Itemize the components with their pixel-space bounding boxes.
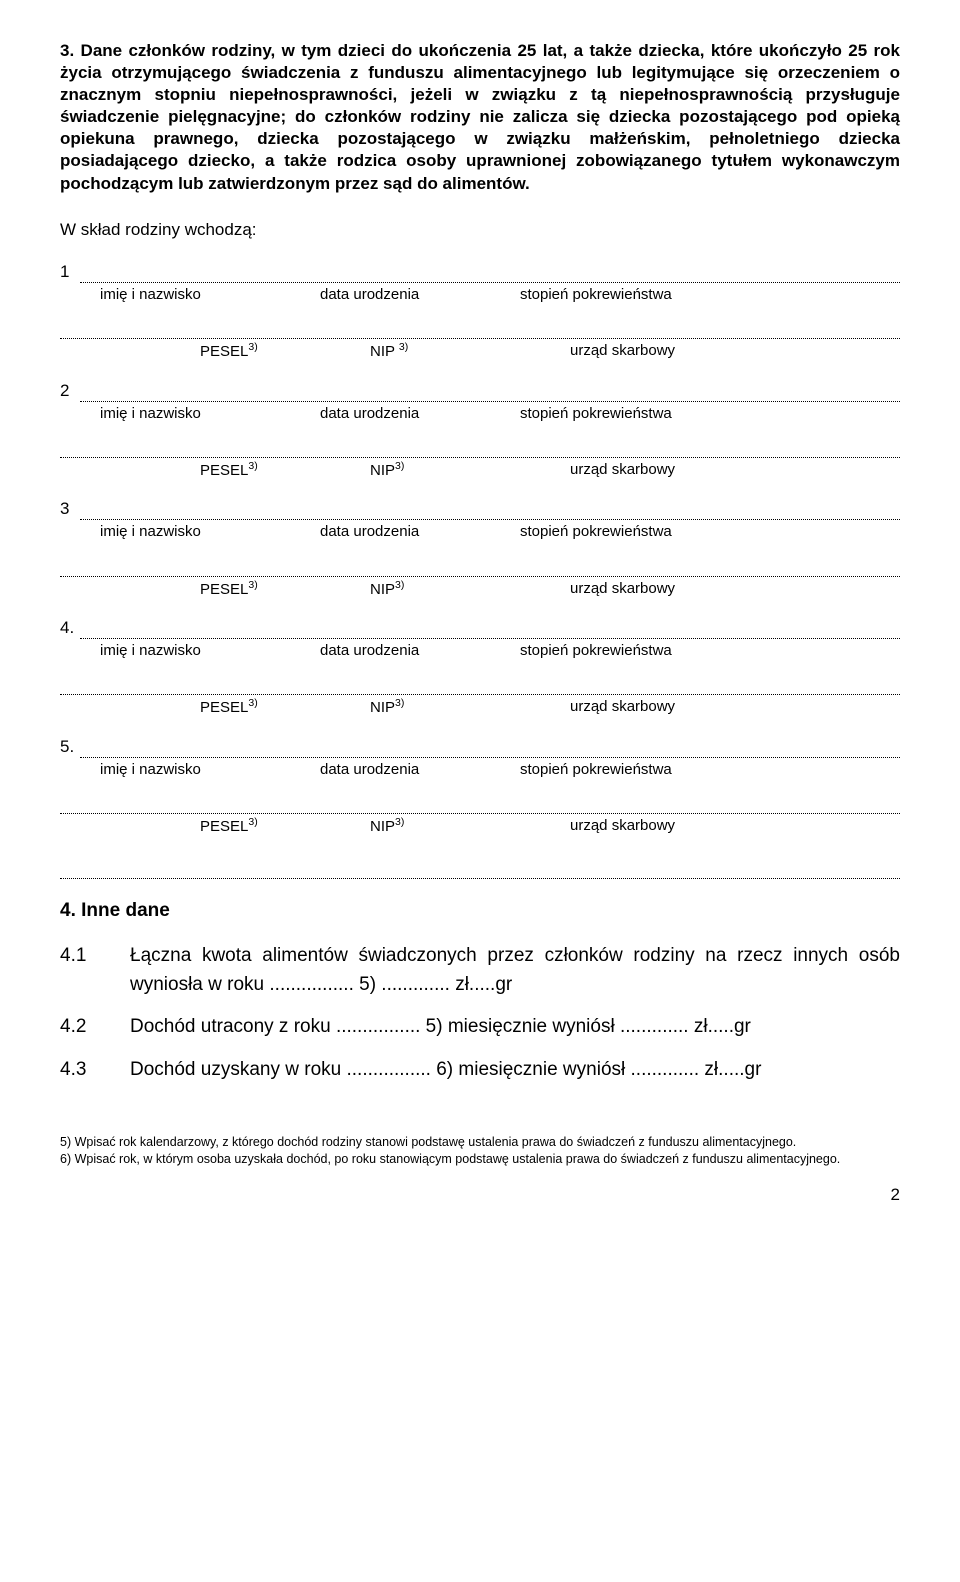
label-dob: data urodzenia: [320, 641, 520, 661]
separator-line: [60, 861, 900, 880]
label-name: imię i nazwisko: [100, 760, 320, 780]
member-labels: imię i nazwisko data urodzenia stopień p…: [60, 522, 900, 542]
member-row-4: 4.: [60, 617, 900, 639]
input-line[interactable]: [60, 439, 900, 458]
label-pesel: PESEL3): [200, 341, 370, 362]
label-nip: NIP 3): [370, 341, 570, 362]
input-line[interactable]: [60, 795, 900, 814]
item-text: Łączna kwota alimentów świadczonych prze…: [130, 942, 900, 999]
member-num: 2: [60, 380, 80, 402]
member-row-5: 5.: [60, 736, 900, 758]
member-labels: imię i nazwisko data urodzenia stopień p…: [60, 760, 900, 780]
label-nip: NIP3): [370, 697, 570, 718]
item-num: 4.1: [60, 942, 130, 999]
item-4-1: 4.1 Łączna kwota alimentów świadczonych …: [60, 942, 900, 999]
label-name: imię i nazwisko: [100, 285, 320, 305]
pesel-labels: PESEL3) NIP3) urząd skarbowy: [60, 697, 900, 718]
footnote-6: 6) Wpisać rok, w którym osoba uzyskała d…: [60, 1151, 900, 1168]
section3-title: 3. Dane członków rodziny, w tym dzieci d…: [60, 40, 900, 195]
label-kinship: stopień pokrewieństwa: [520, 404, 900, 424]
member-labels: imię i nazwisko data urodzenia stopień p…: [60, 641, 900, 661]
label-name: imię i nazwisko: [100, 404, 320, 424]
label-name: imię i nazwisko: [100, 522, 320, 542]
pesel-labels: PESEL3) NIP3) urząd skarbowy: [60, 460, 900, 481]
family-subheading: W skład rodziny wchodzą:: [60, 219, 900, 241]
input-line[interactable]: [80, 621, 900, 640]
label-dob: data urodzenia: [320, 760, 520, 780]
member-num: 1: [60, 261, 80, 283]
label-tax: urząd skarbowy: [570, 341, 900, 362]
member-num: 5.: [60, 736, 80, 758]
page-number: 2: [60, 1184, 900, 1206]
item-num: 4.2: [60, 1013, 130, 1042]
input-line[interactable]: [60, 320, 900, 339]
input-line[interactable]: [60, 558, 900, 577]
label-kinship: stopień pokrewieństwa: [520, 641, 900, 661]
item-4-2: 4.2 Dochód utracony z roku .............…: [60, 1013, 900, 1042]
pesel-labels: PESEL3) NIP3) urząd skarbowy: [60, 816, 900, 837]
label-nip: NIP3): [370, 579, 570, 600]
footnotes: 5) Wpisać rok kalendarzowy, z którego do…: [60, 1134, 900, 1168]
label-dob: data urodzenia: [320, 285, 520, 305]
member-row-2: 2: [60, 380, 900, 402]
member-num: 4.: [60, 617, 80, 639]
member-num: 3: [60, 498, 80, 520]
label-pesel: PESEL3): [200, 460, 370, 481]
label-tax: urząd skarbowy: [570, 460, 900, 481]
label-dob: data urodzenia: [320, 404, 520, 424]
input-line[interactable]: [80, 383, 900, 402]
section4-title: 4. Inne dane: [60, 899, 900, 924]
input-line[interactable]: [80, 502, 900, 521]
label-tax: urząd skarbowy: [570, 697, 900, 718]
label-name: imię i nazwisko: [100, 641, 320, 661]
label-pesel: PESEL3): [200, 579, 370, 600]
member-row-3: 3: [60, 498, 900, 520]
item-text: Dochód utracony z roku ................ …: [130, 1013, 900, 1042]
label-tax: urząd skarbowy: [570, 579, 900, 600]
label-tax: urząd skarbowy: [570, 816, 900, 837]
member-row-1: 1: [60, 261, 900, 283]
input-line[interactable]: [80, 739, 900, 758]
item-text: Dochód uzyskany w roku ................ …: [130, 1056, 900, 1085]
label-kinship: stopień pokrewieństwa: [520, 522, 900, 542]
footnote-5: 5) Wpisać rok kalendarzowy, z którego do…: [60, 1134, 900, 1151]
item-num: 4.3: [60, 1056, 130, 1085]
pesel-labels: PESEL3) NIP 3) urząd skarbowy: [60, 341, 900, 362]
label-nip: NIP3): [370, 460, 570, 481]
label-pesel: PESEL3): [200, 697, 370, 718]
member-labels: imię i nazwisko data urodzenia stopień p…: [60, 285, 900, 305]
label-pesel: PESEL3): [200, 816, 370, 837]
label-dob: data urodzenia: [320, 522, 520, 542]
item-4-3: 4.3 Dochód uzyskany w roku .............…: [60, 1056, 900, 1085]
label-kinship: stopień pokrewieństwa: [520, 285, 900, 305]
member-labels: imię i nazwisko data urodzenia stopień p…: [60, 404, 900, 424]
label-nip: NIP3): [370, 816, 570, 837]
label-kinship: stopień pokrewieństwa: [520, 760, 900, 780]
input-line[interactable]: [60, 677, 900, 696]
input-line[interactable]: [80, 264, 900, 283]
pesel-labels: PESEL3) NIP3) urząd skarbowy: [60, 579, 900, 600]
